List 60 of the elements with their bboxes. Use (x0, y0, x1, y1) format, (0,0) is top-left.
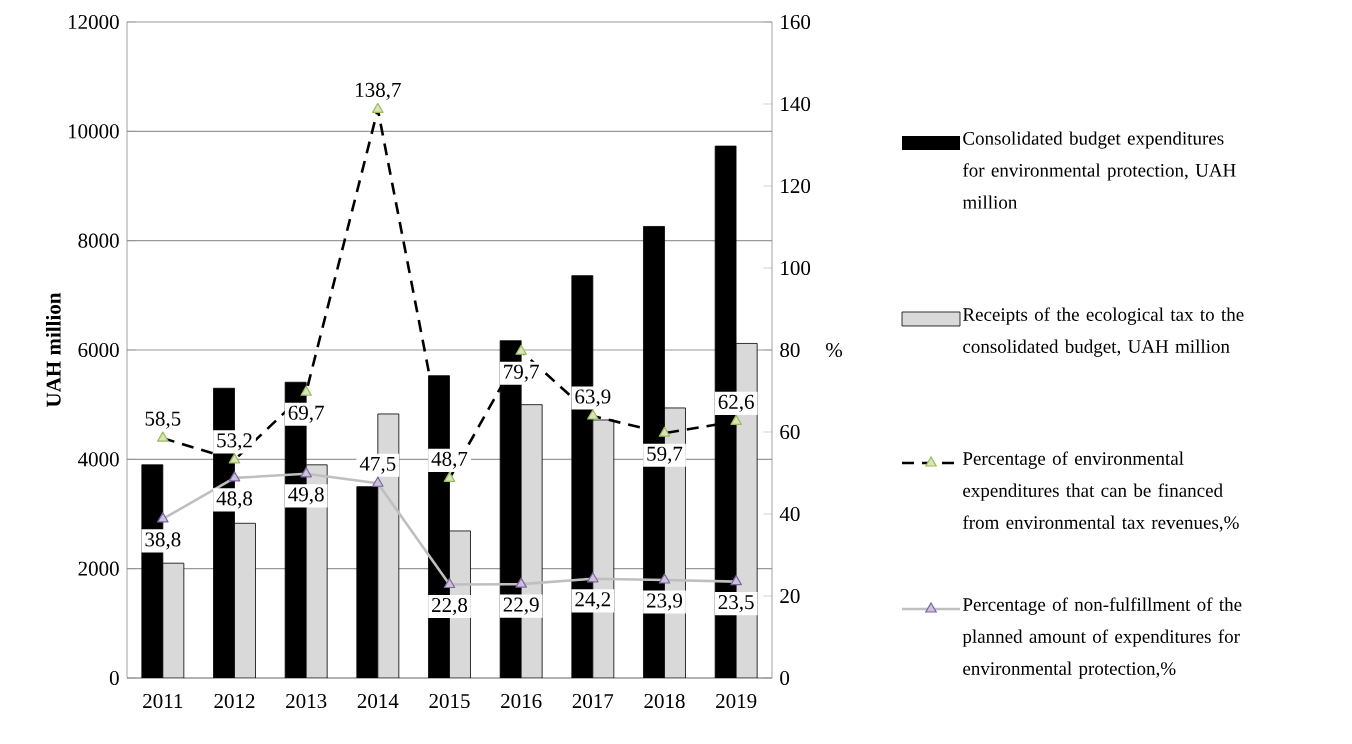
y2-tick-label: 140 (781, 96, 811, 112)
y2-tick-label: 20 (780, 588, 800, 604)
legend-label: Percentage of environmental expenditures that can be financed from environmental tax revenues,% (962, 451, 1239, 532)
y2-tick-label: 80 (780, 342, 800, 358)
y-tick-label: 8000 (78, 233, 119, 248)
y2-tick-label: 40 (779, 506, 800, 522)
y-tick-label: 2000 (78, 561, 119, 576)
data-label: 24,2 (575, 592, 611, 610)
x-tick-label: 2013 (286, 693, 327, 709)
data-label: 69,7 (288, 405, 324, 423)
x-tick-label: 2019 (716, 693, 757, 709)
bar (234, 522, 256, 678)
data-label: 22,9 (503, 597, 539, 615)
point (443, 577, 456, 589)
x-tick-label: 2014 (357, 693, 399, 709)
x-tick-label: 2017 (572, 693, 614, 709)
y-tick-label: 0 (109, 670, 119, 686)
x-tick-label: 2016 (501, 693, 542, 709)
y2-tick-label: 160 (781, 14, 811, 30)
x-tick-label: 2018 (644, 693, 685, 709)
legend-label: Consolidated budget expenditures for environmental protection, UAH million (962, 131, 1236, 209)
data-label: 63,9 (575, 389, 611, 407)
y2-tick-label: 60 (780, 424, 800, 440)
point (372, 476, 384, 487)
data-label: 62,6 (718, 394, 754, 412)
point (300, 467, 312, 478)
y2-axis-title: % (826, 342, 843, 358)
x-tick-label: 2012 (214, 693, 255, 709)
data-label: 47,5 (359, 456, 396, 474)
point (658, 573, 671, 584)
y-axis-title: UAH million (45, 292, 61, 407)
y2-tick-label: 0 (780, 670, 790, 686)
point (587, 572, 599, 583)
bar (162, 562, 185, 678)
data-label: 38,8 (145, 532, 181, 550)
data-label: 58,5 (145, 411, 181, 429)
data-label: 48,8 (216, 491, 253, 509)
data-label: 59,7 (647, 446, 683, 464)
point (730, 575, 742, 586)
legend-label: Receipts of the ecological tax to the consolidated budget, UAH million (962, 307, 1244, 357)
data-label: 22,8 (432, 597, 468, 616)
data-label: 79,7 (504, 364, 539, 382)
point (515, 577, 527, 588)
data-label: 53,2 (217, 433, 252, 451)
y-tick-label: 4000 (78, 452, 119, 467)
point (157, 512, 169, 523)
point (228, 471, 241, 482)
y-tick-label: 10000 (68, 124, 119, 139)
data-label: 23,9 (647, 593, 682, 611)
y-tick-label: 6000 (78, 342, 119, 358)
y2-tick-label: 120 (781, 178, 811, 194)
x-tick-label: 2015 (429, 693, 470, 709)
data-label: 49,8 (288, 487, 324, 505)
y2-tick-label: 100 (781, 260, 811, 276)
x-tick-label: 2011 (143, 693, 183, 709)
data-label: 138,7 (356, 82, 401, 100)
y-tick-label: 12000 (68, 14, 119, 30)
legend-label: Percentage of non-fulfillment of the planned amount of expenditures for environmental protection,% (962, 597, 1242, 679)
data-label: 23,5 (718, 595, 754, 613)
data-label: 48,7 (431, 451, 468, 469)
